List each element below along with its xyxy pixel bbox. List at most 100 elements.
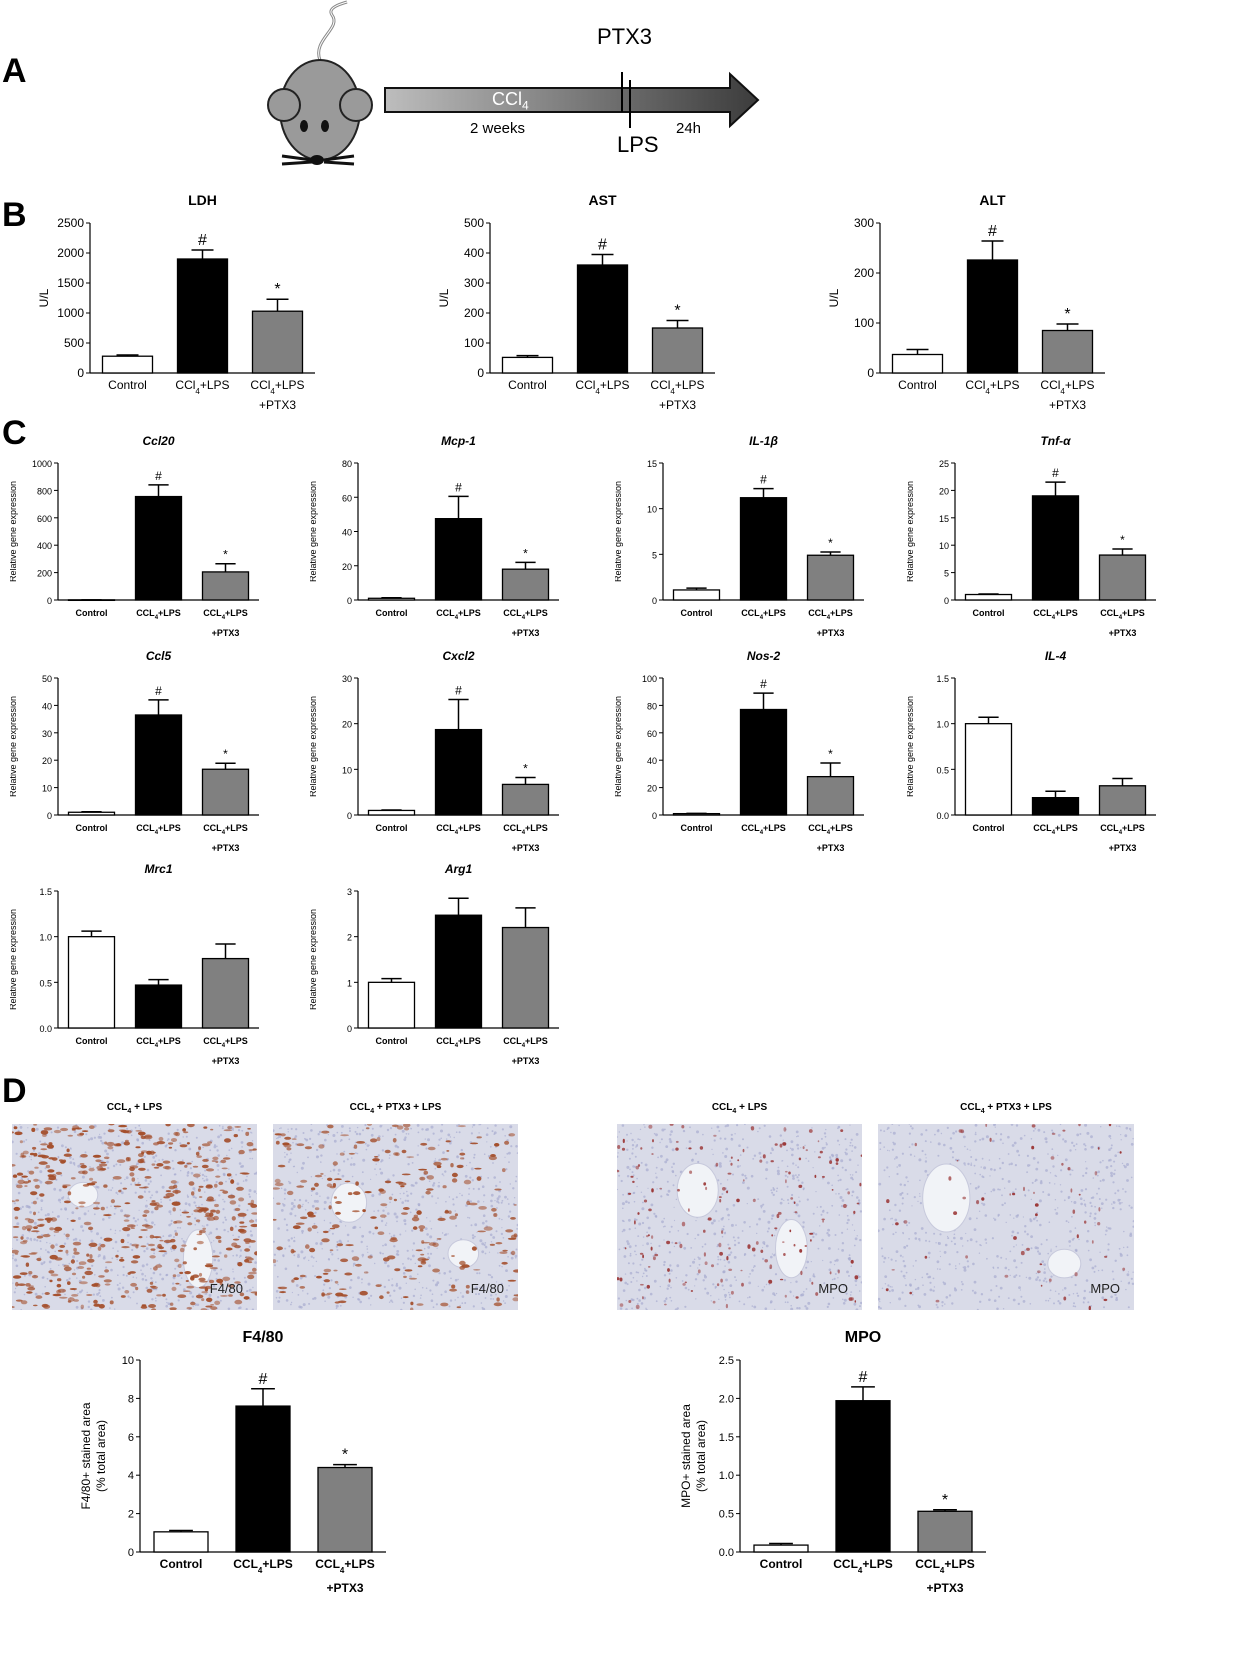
nucleus	[113, 1212, 116, 1215]
nucleus	[1036, 1211, 1039, 1214]
stained-cell	[848, 1297, 853, 1301]
nucleus	[853, 1146, 857, 1149]
stained-cell	[380, 1214, 387, 1218]
stained-cell	[183, 1131, 189, 1134]
nucleus	[998, 1295, 1001, 1298]
nucleus	[729, 1284, 733, 1287]
nucleus	[236, 1182, 240, 1186]
nucleus	[375, 1174, 377, 1176]
nucleus	[919, 1179, 921, 1182]
stained-cell	[199, 1230, 203, 1235]
stained-cell	[233, 1134, 238, 1138]
nucleus	[993, 1217, 995, 1219]
nucleus	[773, 1294, 776, 1297]
nucleus	[892, 1131, 896, 1135]
bar	[1031, 796, 1080, 816]
nucleus	[1089, 1258, 1092, 1262]
micrograph-label: F4/80	[470, 1281, 504, 1296]
nucleus	[661, 1128, 665, 1132]
significance-mark: *	[828, 536, 833, 550]
nucleus	[204, 1169, 207, 1172]
stained-cell	[278, 1286, 288, 1290]
nucleus	[100, 1236, 103, 1239]
nucleus	[390, 1235, 393, 1238]
nucleus	[985, 1242, 988, 1244]
nucleus	[953, 1233, 956, 1236]
y-axis-label: Relative gene expression	[310, 909, 318, 1010]
nucleus	[891, 1289, 894, 1292]
stained-cell	[804, 1245, 808, 1247]
significance-mark: #	[859, 1369, 868, 1386]
nucleus	[40, 1247, 42, 1250]
nucleus	[951, 1156, 954, 1159]
nucleus	[349, 1130, 351, 1132]
nucleus	[139, 1128, 142, 1130]
nucleus	[889, 1302, 891, 1304]
nucleus	[300, 1306, 303, 1309]
nucleus	[93, 1136, 96, 1139]
nucleus	[319, 1242, 323, 1246]
nucleus	[1028, 1276, 1032, 1280]
nucleus	[1053, 1302, 1055, 1305]
stained-cell	[488, 1155, 497, 1161]
stained-cell	[777, 1211, 782, 1215]
stained-cell	[416, 1210, 422, 1215]
stained-cell	[69, 1288, 78, 1290]
nucleus	[224, 1216, 227, 1219]
stained-cell	[245, 1131, 250, 1136]
nucleus	[45, 1249, 47, 1251]
stained-cell	[493, 1213, 498, 1217]
nucleus	[1073, 1302, 1075, 1305]
nucleus	[647, 1187, 649, 1189]
nucleus	[840, 1204, 844, 1208]
category-label: CCL4+LPS	[741, 823, 786, 836]
nucleus	[1084, 1148, 1087, 1151]
stained-cell	[254, 1251, 257, 1256]
nucleus	[295, 1128, 298, 1131]
nucleus	[232, 1268, 234, 1270]
nucleus	[284, 1192, 286, 1195]
nucleus	[686, 1232, 689, 1236]
nucleus	[806, 1198, 809, 1201]
nucleus	[723, 1225, 725, 1228]
category-label: Control	[376, 823, 408, 833]
nucleus	[1000, 1133, 1003, 1136]
nucleus	[1001, 1161, 1004, 1165]
nucleus	[420, 1294, 422, 1297]
stained-cell	[639, 1252, 644, 1255]
nucleus	[1119, 1126, 1121, 1128]
nucleus	[1049, 1297, 1051, 1300]
stained-cell	[339, 1288, 347, 1290]
nucleus	[924, 1153, 927, 1156]
nucleus	[758, 1151, 762, 1155]
stained-cell	[456, 1306, 461, 1309]
nucleus	[437, 1144, 440, 1147]
stained-cell	[291, 1138, 297, 1140]
nucleus	[768, 1135, 772, 1138]
stained-cell	[40, 1143, 48, 1146]
nucleus	[1054, 1183, 1056, 1185]
nucleus	[209, 1149, 212, 1152]
y-axis-label: Relative gene expression	[310, 696, 318, 797]
stained-cell	[1033, 1191, 1035, 1195]
nucleus	[891, 1286, 893, 1288]
nucleus	[114, 1308, 116, 1310]
bar	[201, 957, 250, 1029]
stained-cell	[98, 1163, 108, 1167]
stained-cell	[296, 1143, 305, 1147]
nucleus	[377, 1161, 379, 1163]
nucleus	[773, 1234, 776, 1237]
stained-cell	[821, 1218, 825, 1221]
nucleus	[660, 1195, 663, 1198]
nucleus	[307, 1202, 309, 1204]
nucleus	[919, 1193, 921, 1195]
stained-cell	[12, 1131, 14, 1134]
nucleus	[300, 1166, 304, 1170]
nucleus	[689, 1265, 692, 1267]
category-label: CCL4+LPS	[1033, 823, 1078, 836]
nucleus	[702, 1279, 705, 1282]
nucleus	[823, 1282, 826, 1285]
nucleus	[1042, 1191, 1045, 1193]
nucleus	[454, 1299, 456, 1301]
